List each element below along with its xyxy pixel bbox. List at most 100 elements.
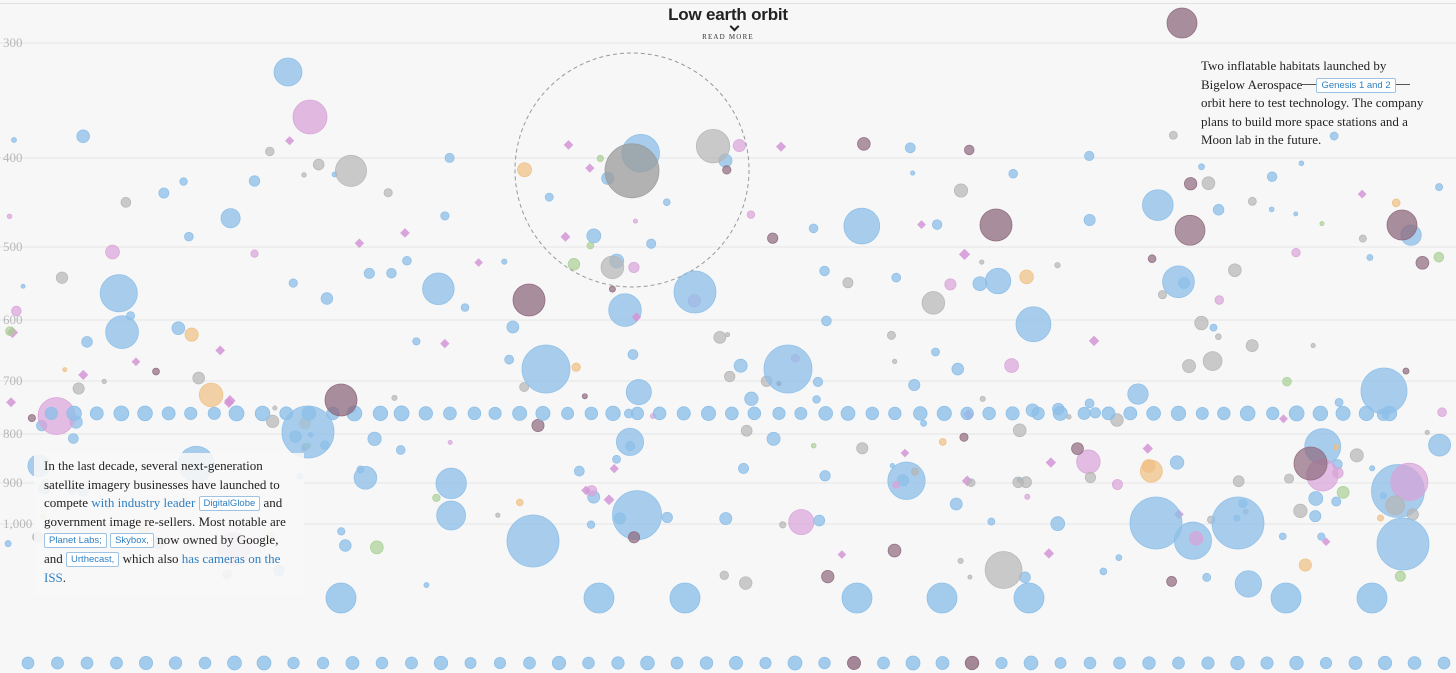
y-tick-label: 900 bbox=[3, 475, 23, 490]
industry-leader-link[interactable]: with industry leader bbox=[91, 495, 196, 511]
satellite-bubble bbox=[198, 656, 212, 670]
satellite-bubble bbox=[1308, 491, 1324, 506]
satellite-bubble bbox=[1212, 204, 1225, 216]
satellite-bubble bbox=[324, 383, 358, 417]
satellite-bubble bbox=[1201, 656, 1215, 670]
planet-labs-tag[interactable]: Planet Labs; bbox=[44, 533, 107, 549]
satellite-bubble bbox=[395, 445, 406, 455]
imagery-text-1: In the last decade, several next-generat… bbox=[44, 458, 280, 511]
satellite-bubble bbox=[964, 144, 975, 156]
satellite-bubble bbox=[391, 394, 398, 401]
genesis-bubble bbox=[604, 143, 660, 199]
debris-marker bbox=[1278, 414, 1288, 424]
satellite-bubble bbox=[1013, 582, 1045, 614]
constellation-bubble bbox=[512, 405, 528, 421]
digitalglobe-tag[interactable]: DigitalGlobe bbox=[198, 496, 261, 512]
satellite-bubble bbox=[719, 570, 729, 580]
satellite-bubble bbox=[1394, 570, 1406, 582]
satellite-bubble bbox=[192, 371, 205, 385]
satellite-bubble bbox=[152, 367, 160, 376]
satellite-bubble bbox=[1332, 467, 1344, 479]
constellation-bubble bbox=[1239, 405, 1256, 422]
constellation-bubble bbox=[676, 406, 691, 421]
satellite-bubble bbox=[1390, 462, 1429, 501]
satellite-bubble bbox=[1166, 576, 1177, 587]
iss-cameras-link[interactable]: has cameras on the ISS bbox=[44, 550, 281, 585]
debris-marker bbox=[223, 397, 235, 408]
satellite-bubble bbox=[910, 467, 920, 476]
read-more-link[interactable]: READ MORE bbox=[702, 33, 754, 41]
satellite-bubble bbox=[464, 657, 477, 669]
satellite-bubble bbox=[1113, 656, 1126, 670]
satellite-bubble bbox=[433, 655, 449, 671]
constellation-bubble bbox=[113, 405, 130, 422]
satellite-bubble bbox=[1293, 211, 1299, 217]
satellite-bubble bbox=[926, 582, 958, 614]
satellite-bubble bbox=[979, 259, 985, 265]
top-rule bbox=[0, 3, 1456, 4]
satellite-bubble bbox=[891, 272, 902, 283]
satellite-bubble bbox=[370, 540, 384, 555]
satellite-bubble bbox=[808, 223, 819, 234]
satellite-bubble bbox=[6, 213, 13, 220]
satellite-bubble bbox=[521, 344, 571, 394]
satellite-bubble bbox=[818, 656, 831, 670]
constellation-bubble bbox=[913, 406, 928, 421]
satellite-bubble bbox=[582, 656, 595, 670]
satellite-bubble bbox=[1184, 177, 1198, 191]
satellite-bubble bbox=[1015, 306, 1052, 343]
satellite-bubble bbox=[819, 265, 830, 277]
satellite-bubble bbox=[615, 427, 645, 456]
debris-marker bbox=[1357, 189, 1367, 199]
y-tick-label: 400 bbox=[3, 150, 23, 165]
satellite-bubble bbox=[847, 656, 861, 670]
satellite-bubble bbox=[386, 268, 397, 279]
satellite-bubble bbox=[669, 582, 701, 614]
satellite-bubble bbox=[1366, 254, 1374, 261]
satellite-bubble bbox=[632, 218, 638, 224]
debris-marker bbox=[563, 140, 574, 150]
satellite-bubble bbox=[938, 438, 947, 446]
satellite-bubble bbox=[995, 656, 1008, 670]
satellite-bubble bbox=[1054, 657, 1067, 669]
y-tick-label: 500 bbox=[3, 239, 23, 254]
satellite-bubble bbox=[1407, 656, 1422, 670]
skybox-tag[interactable]: Skybox, bbox=[110, 533, 154, 549]
satellite-bubble bbox=[951, 362, 965, 376]
satellite-bubble bbox=[625, 379, 652, 406]
satellite-bubble bbox=[320, 292, 334, 305]
satellite-bubble bbox=[1291, 247, 1301, 258]
satellite-bubble bbox=[1309, 510, 1322, 523]
satellite-bubble bbox=[843, 207, 881, 245]
satellite-bubble bbox=[810, 442, 817, 449]
satellite-bubble bbox=[179, 177, 188, 186]
satellite-bubble bbox=[1376, 517, 1430, 571]
genesis-tag[interactable]: Genesis 1 and 2 bbox=[1316, 77, 1396, 93]
debris-marker bbox=[1043, 548, 1055, 559]
satellite-bubble bbox=[979, 395, 986, 402]
satellite-bubble bbox=[608, 285, 616, 293]
debris-marker bbox=[1045, 457, 1057, 468]
satellite-bubble bbox=[325, 582, 357, 614]
y-tick-label: 300 bbox=[3, 35, 23, 50]
satellite-bubble bbox=[571, 362, 581, 372]
imagery-text-3: now owned by Google, and bbox=[44, 532, 279, 566]
satellite-bubble bbox=[1147, 254, 1157, 263]
satellite-bubble bbox=[345, 656, 360, 670]
satellite-bubble bbox=[1084, 471, 1097, 484]
satellite-bubble bbox=[628, 261, 640, 274]
satellite-bubble bbox=[670, 656, 684, 670]
satellite-bubble bbox=[335, 154, 367, 187]
satellite-bubble bbox=[628, 531, 641, 544]
debris-marker bbox=[603, 494, 615, 506]
satellite-bubble bbox=[967, 574, 973, 580]
debris-marker bbox=[78, 369, 89, 380]
satellite-bubble bbox=[1348, 656, 1363, 670]
genesis-annotation: Two inflatable habitats launched by Bige… bbox=[1201, 57, 1431, 150]
urthecast-tag[interactable]: Urthecast, bbox=[66, 551, 120, 567]
satellite-bubble bbox=[126, 311, 136, 321]
satellite-bubble bbox=[1310, 343, 1316, 349]
satellite-bubble bbox=[460, 303, 470, 312]
satellite-bubble bbox=[719, 512, 733, 526]
satellite-bubble bbox=[892, 481, 900, 489]
